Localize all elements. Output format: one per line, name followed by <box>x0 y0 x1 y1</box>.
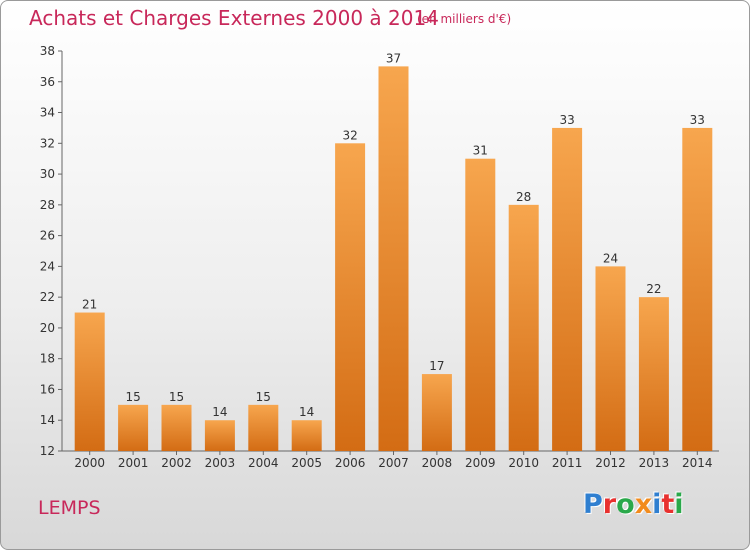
bar-2009 <box>465 158 496 451</box>
x-tick-label: 2011 <box>552 456 583 470</box>
bar-2001 <box>118 404 149 451</box>
x-tick-label: 2010 <box>508 456 539 470</box>
data-label: 33 <box>559 113 574 127</box>
x-tick-label: 2002 <box>161 456 192 470</box>
logo-letter: P <box>583 489 603 520</box>
bar-2002 <box>161 404 192 451</box>
x-tick-label: 2005 <box>291 456 322 470</box>
bar-2014 <box>682 127 713 451</box>
x-tick-label: 2006 <box>335 456 366 470</box>
bar-2006 <box>335 143 366 452</box>
data-label: 21 <box>82 298 97 312</box>
logo-letter: o <box>616 489 635 520</box>
bars <box>74 66 713 452</box>
bar-2011 <box>552 127 583 451</box>
x-tick-label: 2004 <box>248 456 279 470</box>
x-tick-label: 2014 <box>682 456 713 470</box>
data-label: 24 <box>603 251 618 265</box>
y-tick-label: 16 <box>40 382 55 396</box>
logo-letter: r <box>602 489 617 520</box>
data-label: 15 <box>125 390 140 404</box>
data-label: 33 <box>690 113 705 127</box>
logo-letter: i <box>674 489 684 520</box>
bar-2004 <box>248 404 279 451</box>
data-label: 22 <box>646 282 661 296</box>
x-tick-label: 2009 <box>465 456 496 470</box>
data-label: 28 <box>516 190 531 204</box>
axes: 12 14 16 18 20 22 24 26 28 30 32 34 36 38 <box>40 44 719 458</box>
bar-2010 <box>508 204 539 451</box>
bar-2012 <box>595 266 626 451</box>
chart-subtitle: (en milliers d'€) <box>417 12 512 26</box>
y-tick-label: 26 <box>40 229 55 243</box>
chart-title: Achats et Charges Externes 2000 à 2014 <box>29 6 439 30</box>
y-tick-label: 20 <box>40 321 55 335</box>
bar-2005 <box>291 420 322 451</box>
data-label: 31 <box>473 144 488 158</box>
bar-2013 <box>638 297 669 451</box>
data-labels: 2000 21 2001 15 2002 15 2003 14 2004 15 2005 14 2006… <box>74 51 712 470</box>
bar-2007 <box>378 66 409 451</box>
bar-2000 <box>74 312 105 451</box>
x-tick-label: 2012 <box>595 456 626 470</box>
data-label: 32 <box>342 128 357 142</box>
y-tick-label: 22 <box>40 290 55 304</box>
logo-letter: i <box>652 489 662 520</box>
bar-2003 <box>204 420 235 451</box>
logo-letter: t <box>661 489 675 520</box>
y-tick-label: 32 <box>40 136 55 150</box>
data-label: 15 <box>256 390 271 404</box>
x-tick-label: 2007 <box>378 456 409 470</box>
y-tick-label: 18 <box>40 352 55 366</box>
x-tick-label: 2001 <box>118 456 149 470</box>
x-tick-label: 2000 <box>74 456 105 470</box>
y-tick-label: 28 <box>40 198 55 212</box>
y-tick-label: 14 <box>40 413 55 427</box>
y-tick-label: 36 <box>40 75 55 89</box>
x-tick-label: 2003 <box>205 456 236 470</box>
data-label: 14 <box>212 405 227 419</box>
logo-letter: x <box>634 489 653 520</box>
bar-2008 <box>421 374 452 451</box>
x-tick-label: 2013 <box>639 456 670 470</box>
y-tick-label: 30 <box>40 167 55 181</box>
y-tick-label: 24 <box>40 259 55 273</box>
y-tick-label: 12 <box>40 444 55 458</box>
y-tick-label: 38 <box>40 44 55 58</box>
data-label: 17 <box>429 359 444 373</box>
data-label: 37 <box>386 51 401 65</box>
data-label: 14 <box>299 405 314 419</box>
x-tick-label: 2008 <box>422 456 453 470</box>
y-tick-label: 34 <box>40 106 55 120</box>
data-label: 15 <box>169 390 184 404</box>
location-label: LEMPS <box>38 497 101 519</box>
proxiti-logo: Proxiti <box>583 489 684 520</box>
